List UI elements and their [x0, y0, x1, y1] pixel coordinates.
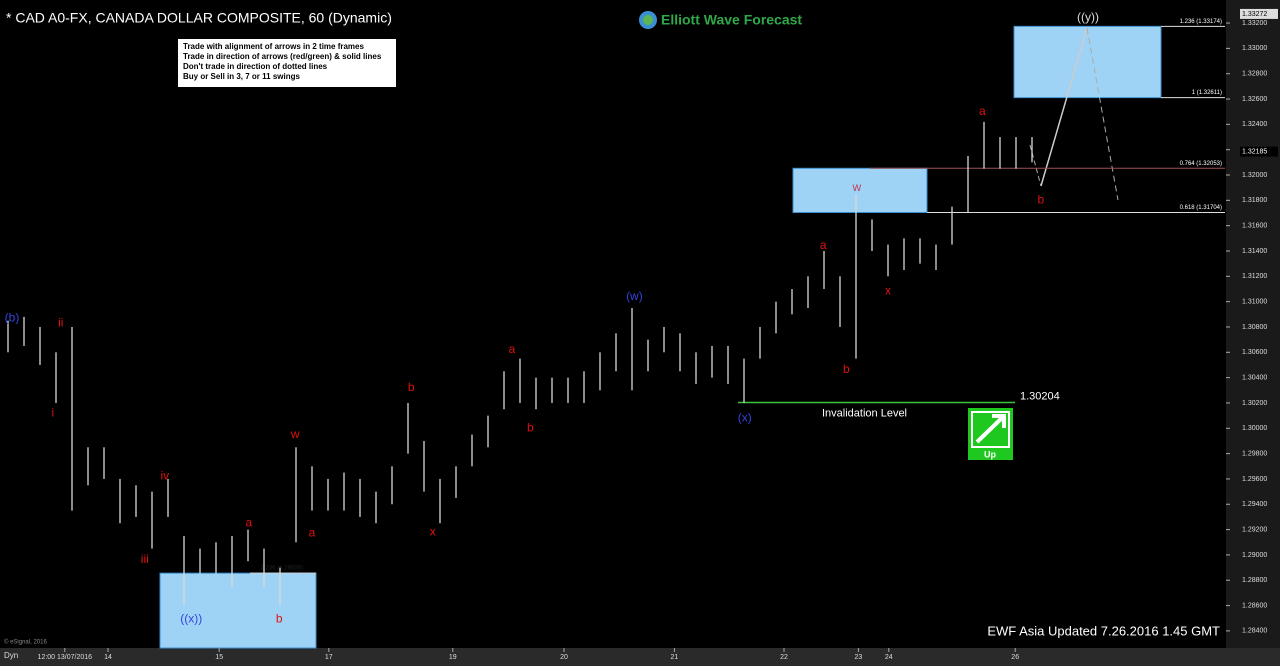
fib-label: 0.764 (1.32053) [1180, 161, 1222, 167]
x-tick-label: 12:00 13/07/2016 [38, 654, 93, 661]
wave-label: a [979, 104, 986, 118]
wave-label: a [245, 515, 252, 529]
y-tick-label: 1.31200 [1242, 273, 1267, 280]
wave-label: a [820, 238, 827, 252]
rules-box [176, 37, 398, 89]
fib-label: 1 (1.32611) [1192, 90, 1222, 96]
projection-solid [1040, 27, 1088, 187]
wave-label: b [843, 362, 850, 376]
target-box [159, 572, 317, 649]
y-tick-label: 1.28600 [1242, 602, 1267, 609]
price-marker-label: 1.32185 [1242, 148, 1267, 155]
y-tick-label: 1.30200 [1242, 400, 1267, 407]
x-tick-label: 23 [855, 654, 863, 661]
fib-label: 1.236 (1.33174) [1180, 19, 1222, 25]
wave-label: x [430, 524, 436, 538]
x-axis-panel [0, 648, 1280, 666]
y-tick-label: 1.32400 [1242, 121, 1267, 128]
wave-label: a [509, 342, 516, 356]
y-tick-label: 1.33200 [1242, 20, 1267, 27]
invalidation-text: Invalidation Level [822, 407, 907, 419]
price-marker [1240, 146, 1278, 157]
wave-label: ((y)) [1077, 10, 1099, 24]
y-axis-panel [1226, 0, 1280, 648]
y-tick-label: 1.28400 [1242, 628, 1267, 635]
x-tick-label: 21 [671, 654, 679, 661]
signal-label: Up [984, 449, 996, 459]
chart-title: * CAD A0-FX, CANADA DOLLAR COMPOSITE, 60… [6, 10, 392, 26]
wave-label: i [51, 405, 54, 419]
y-tick-label: 1.29200 [1242, 526, 1267, 533]
footer: EWF Asia Updated 7.26.2016 1.45 GMT [987, 623, 1220, 638]
x-tick-label: 24 [885, 654, 893, 661]
copyright: © eSignal, 2016 [4, 639, 47, 646]
target-box [792, 167, 928, 213]
wave-label: b [527, 420, 534, 434]
wave-label: w [290, 427, 300, 441]
wave-label: b [408, 380, 415, 394]
x-tick-label: 14 [104, 654, 112, 661]
fib-label: 1.236 (1.28856) [261, 566, 303, 572]
y-tick-label: 1.32600 [1242, 96, 1267, 103]
rule: Don't trade in direction of dotted lines [183, 62, 328, 71]
x-tick-label: 26 [1011, 654, 1019, 661]
wave-label: w [851, 180, 861, 194]
invalidation-price: 1.30204 [1020, 390, 1060, 402]
target-box [1013, 25, 1162, 99]
price-marker-label: 1.33272 [1242, 11, 1267, 18]
y-tick-label: 1.32000 [1242, 172, 1267, 179]
logo-icon-inner [643, 15, 653, 25]
y-tick-label: 1.30400 [1242, 374, 1267, 381]
y-tick-label: 1.33000 [1242, 45, 1267, 52]
y-tick-label: 1.32800 [1242, 71, 1267, 78]
wave-label: (w) [626, 289, 643, 303]
wave-label: a [309, 526, 316, 540]
y-tick-label: 1.31600 [1242, 223, 1267, 230]
brand: Elliott Wave Forecast [661, 12, 802, 28]
price-marker [1240, 8, 1278, 19]
wave-label: iii [141, 552, 149, 566]
wave-label: (x) [738, 410, 752, 424]
interval-tag: Dyn [4, 651, 18, 660]
x-tick-label: 20 [560, 654, 568, 661]
y-tick-label: 1.30800 [1242, 324, 1267, 331]
y-tick-label: 1.31400 [1242, 248, 1267, 255]
y-tick-label: 1.28800 [1242, 577, 1267, 584]
y-tick-label: 1.30600 [1242, 349, 1267, 356]
y-tick-label: 1.29600 [1242, 476, 1267, 483]
y-tick-label: 1.29400 [1242, 501, 1267, 508]
fib-label: 0.618 (1.31704) [1180, 205, 1222, 211]
y-tick-label: 1.31800 [1242, 197, 1267, 204]
wave-label: b [1037, 193, 1044, 207]
y-tick-label: 1.29000 [1242, 552, 1267, 559]
rule: Buy or Sell in 3, 7 or 11 swings [183, 72, 300, 81]
x-tick-label: 22 [780, 654, 788, 661]
x-tick-label: 19 [449, 654, 457, 661]
x-tick-label: 17 [325, 654, 333, 661]
projection-dashed [1029, 144, 1042, 187]
wave-label: b [276, 612, 283, 626]
x-tick-label: 15 [215, 654, 223, 661]
wave-label: x [885, 284, 891, 298]
rule: Trade in direction of arrows (red/green)… [183, 52, 382, 61]
signal-frame [971, 411, 1010, 448]
wave-label: ii [58, 315, 63, 329]
wave-label: (b) [5, 310, 20, 324]
y-tick-label: 1.30000 [1242, 425, 1267, 432]
projection-dashed [1086, 27, 1119, 201]
wave-label: ((x)) [180, 612, 202, 626]
y-tick-label: 1.31000 [1242, 298, 1267, 305]
signal-arrow [975, 414, 1006, 444]
y-tick-label: 1.29800 [1242, 450, 1267, 457]
wave-label: iv [160, 469, 169, 483]
rule: Trade with alignment of arrows in 2 time… [183, 42, 364, 51]
